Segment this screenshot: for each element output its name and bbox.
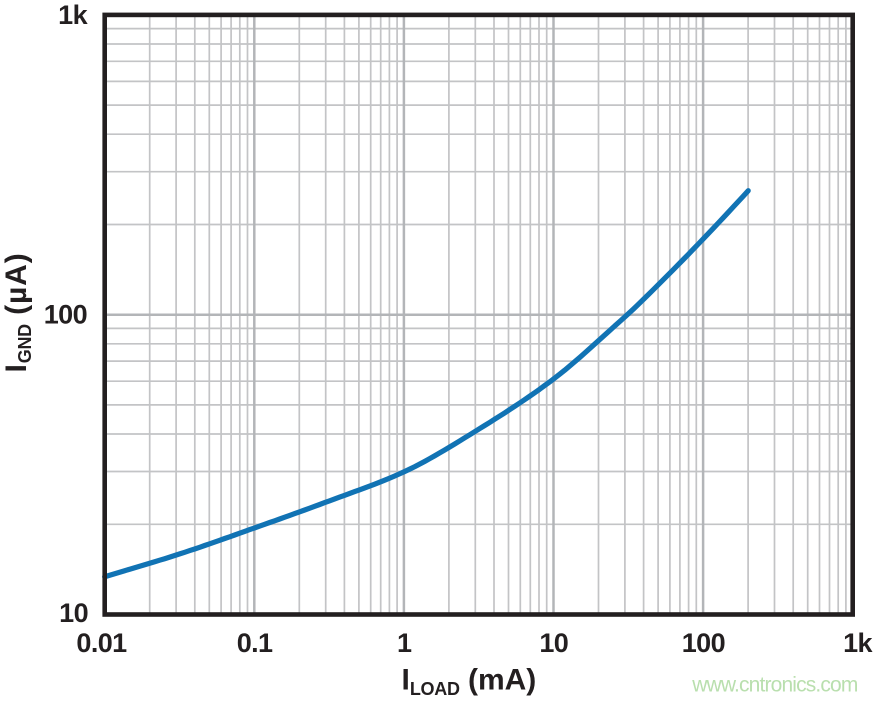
svg-text:1k: 1k xyxy=(58,0,88,30)
svg-text:100: 100 xyxy=(44,300,87,330)
svg-text:100: 100 xyxy=(682,628,725,658)
svg-text:www.cntronics.com: www.cntronics.com xyxy=(691,674,858,697)
svg-text:10: 10 xyxy=(539,628,568,658)
svg-text:IGND (µA): IGND (µA) xyxy=(0,252,35,372)
svg-text:0.1: 0.1 xyxy=(237,628,273,658)
svg-text:1: 1 xyxy=(397,628,412,658)
svg-text:ILOAD (mA): ILOAD (mA) xyxy=(402,664,537,700)
svg-text:1k: 1k xyxy=(843,628,873,658)
svg-text:10: 10 xyxy=(59,598,88,628)
svg-text:0.01: 0.01 xyxy=(76,628,127,658)
